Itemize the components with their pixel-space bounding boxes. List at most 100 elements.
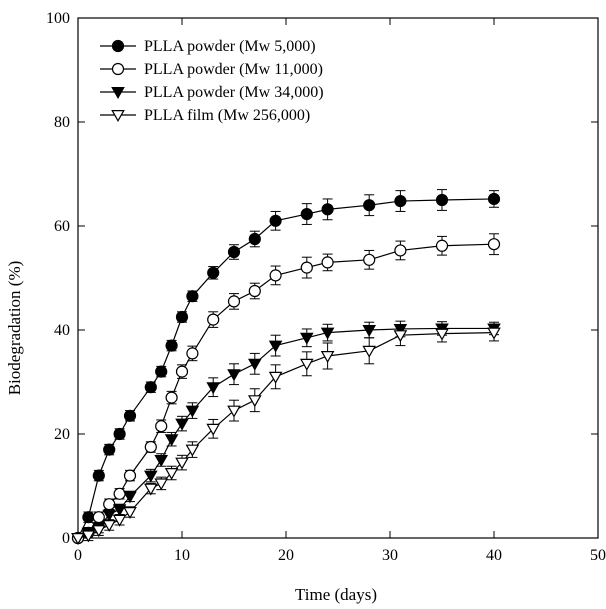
- data-point: [155, 365, 168, 378]
- data-point: [300, 261, 313, 274]
- data-point: [82, 511, 95, 524]
- data-point: [155, 420, 168, 433]
- legend-label: PLLA powder (Mw 34,000): [144, 84, 324, 101]
- data-point: [123, 507, 137, 519]
- legend-entry: PLLA powder (Mw 34,000): [100, 84, 324, 101]
- data-point: [207, 266, 220, 279]
- data-point: [186, 347, 199, 360]
- x-tick-label: 30: [382, 547, 398, 564]
- data-point: [300, 207, 313, 221]
- data-point: [123, 469, 137, 482]
- data-point: [435, 239, 449, 252]
- data-point: [320, 351, 335, 363]
- legend-entry: PLLA film (Mw 256,000): [100, 107, 310, 124]
- data-point: [143, 483, 158, 496]
- data-point: [320, 327, 335, 340]
- x-axis-title: Time (days): [295, 585, 377, 604]
- data-point: [394, 244, 407, 257]
- series-4: [71, 323, 501, 545]
- data-point: [165, 339, 178, 352]
- data-point: [363, 253, 376, 266]
- series-line: [77, 332, 495, 539]
- data-point: [186, 290, 199, 303]
- y-tick-label: 80: [54, 114, 70, 131]
- data-point: [175, 418, 189, 431]
- data-point: [268, 340, 283, 353]
- data-point: [154, 455, 169, 467]
- x-tick-label: 50: [590, 547, 606, 564]
- data-point: [92, 469, 105, 482]
- data-point: [175, 457, 189, 470]
- data-point: [185, 405, 200, 418]
- legend-marker: [111, 62, 125, 76]
- data-point: [362, 325, 377, 337]
- data-point: [154, 478, 169, 491]
- data-point: [321, 203, 334, 216]
- data-point: [81, 530, 96, 543]
- data-point: [248, 284, 261, 298]
- data-point: [394, 194, 407, 208]
- data-point: [91, 525, 106, 538]
- data-point: [299, 332, 314, 345]
- legend-entry: PLLA powder (Mw 11,000): [100, 61, 323, 78]
- data-point: [175, 365, 189, 378]
- legend-marker: [111, 86, 125, 99]
- data-point: [71, 532, 85, 545]
- data-point: [393, 330, 408, 343]
- data-point: [435, 193, 449, 207]
- data-point: [227, 369, 241, 382]
- y-tick-label: 100: [46, 10, 70, 27]
- legend-marker: [111, 109, 125, 122]
- x-tick-label: 0: [74, 547, 82, 564]
- series-line: [77, 327, 494, 539]
- data-point: [103, 498, 116, 511]
- series-layer: [71, 189, 501, 545]
- legend: PLLA powder (Mw 5,000) PLLA powder (Mw 11…: [100, 38, 324, 124]
- x-tick-label: 10: [174, 547, 190, 564]
- data-point: [175, 310, 189, 324]
- data-point: [269, 214, 282, 227]
- data-point: [487, 327, 501, 340]
- data-point: [227, 295, 241, 308]
- data-point: [363, 199, 376, 212]
- y-tick-label: 60: [54, 218, 70, 235]
- y-axis-title: Biodegradation (%): [5, 261, 24, 396]
- series-3: [71, 320, 501, 545]
- data-point: [248, 232, 261, 246]
- x-tick-label: 40: [486, 547, 502, 564]
- data-point: [164, 468, 179, 480]
- data-point: [185, 444, 200, 457]
- data-point: [299, 358, 314, 371]
- data-point: [268, 371, 283, 384]
- legend-entry: PLLA powder (Mw 5,000): [100, 38, 316, 55]
- data-point: [102, 519, 117, 532]
- data-point: [227, 405, 241, 418]
- data-point: [206, 382, 221, 395]
- data-point: [247, 358, 262, 371]
- data-point: [143, 470, 158, 483]
- legend-marker: [111, 39, 125, 53]
- data-point: [269, 269, 282, 282]
- data-point: [487, 238, 501, 251]
- x-tick-label: 20: [278, 547, 294, 564]
- legend-label: PLLA powder (Mw 5,000): [144, 38, 316, 55]
- series-2: [71, 233, 501, 545]
- data-point: [112, 504, 127, 517]
- data-point: [123, 409, 137, 422]
- data-point: [144, 381, 157, 394]
- data-point: [362, 345, 377, 358]
- data-point: [207, 313, 220, 326]
- data-point: [103, 443, 116, 456]
- data-point: [123, 491, 137, 504]
- data-point: [164, 434, 179, 447]
- y-tick-label: 0: [62, 530, 70, 547]
- data-point: [321, 256, 334, 269]
- plot-frame: [77, 17, 599, 539]
- data-point: [435, 328, 449, 341]
- legend-label: PLLA powder (Mw 11,000): [144, 61, 323, 78]
- data-point: [113, 487, 126, 500]
- data-point: [227, 245, 241, 259]
- data-point: [247, 395, 262, 408]
- series-line: [77, 243, 495, 539]
